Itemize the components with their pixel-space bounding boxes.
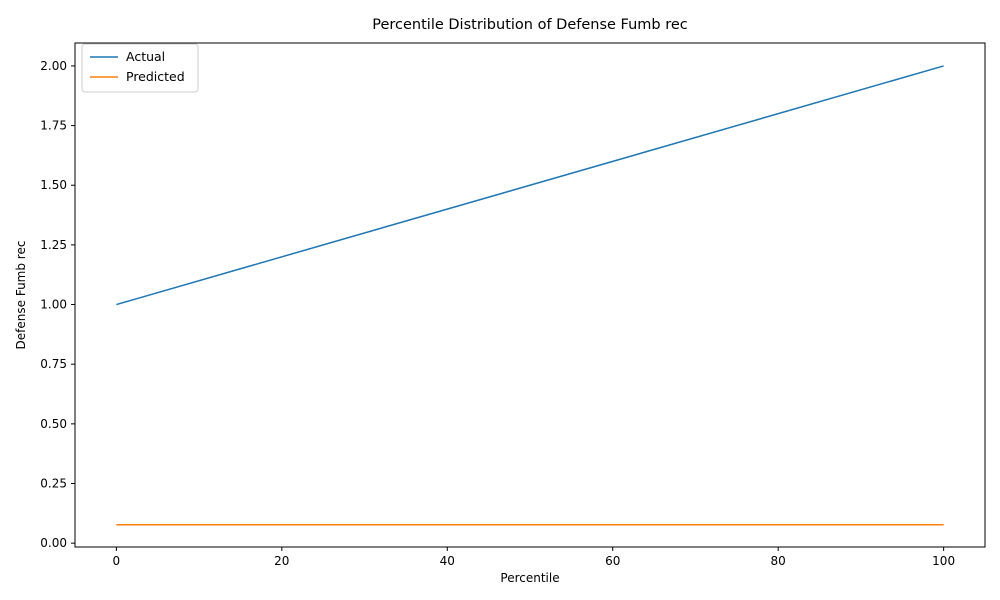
series-lines	[116, 65, 944, 526]
legend: Actual Predicted	[81, 43, 199, 93]
y-tick-label: 1.50	[40, 178, 67, 192]
x-tick-label: 20	[274, 554, 289, 568]
y-tick-label: 2.00	[40, 59, 67, 73]
x-axis-label: Percentile	[500, 571, 559, 585]
y-tick-label: 1.00	[40, 298, 67, 312]
legend-box	[81, 43, 199, 93]
legend-label-actual: Actual	[126, 49, 165, 64]
y-tick-label: 0.25	[40, 477, 67, 491]
x-tick-label: 80	[771, 554, 786, 568]
x-tick-label: 100	[932, 554, 955, 568]
y-tick-label: 1.75	[40, 119, 67, 133]
x-axis: 0 20 40 60 80 100	[113, 547, 955, 568]
plot-frame	[74, 42, 986, 548]
x-tick-label: 60	[605, 554, 620, 568]
y-tick-label: 1.25	[40, 238, 67, 252]
legend-label-predicted: Predicted	[126, 69, 185, 84]
chart-title: Percentile Distribution of Defense Fumb …	[372, 17, 688, 33]
x-tick-label: 0	[113, 554, 121, 568]
series-line-actual	[116, 65, 944, 306]
y-tick-label: 0.50	[40, 417, 67, 431]
y-axis: 0.00 0.25 0.50 0.75 1.00 1.25 1.50 1.75 2.00	[40, 59, 75, 550]
y-axis-label: Defense Fumb rec	[14, 241, 28, 350]
y-tick-label: 0.75	[40, 357, 67, 371]
x-tick-label: 40	[440, 554, 455, 568]
y-tick-label: 0.00	[40, 536, 67, 550]
